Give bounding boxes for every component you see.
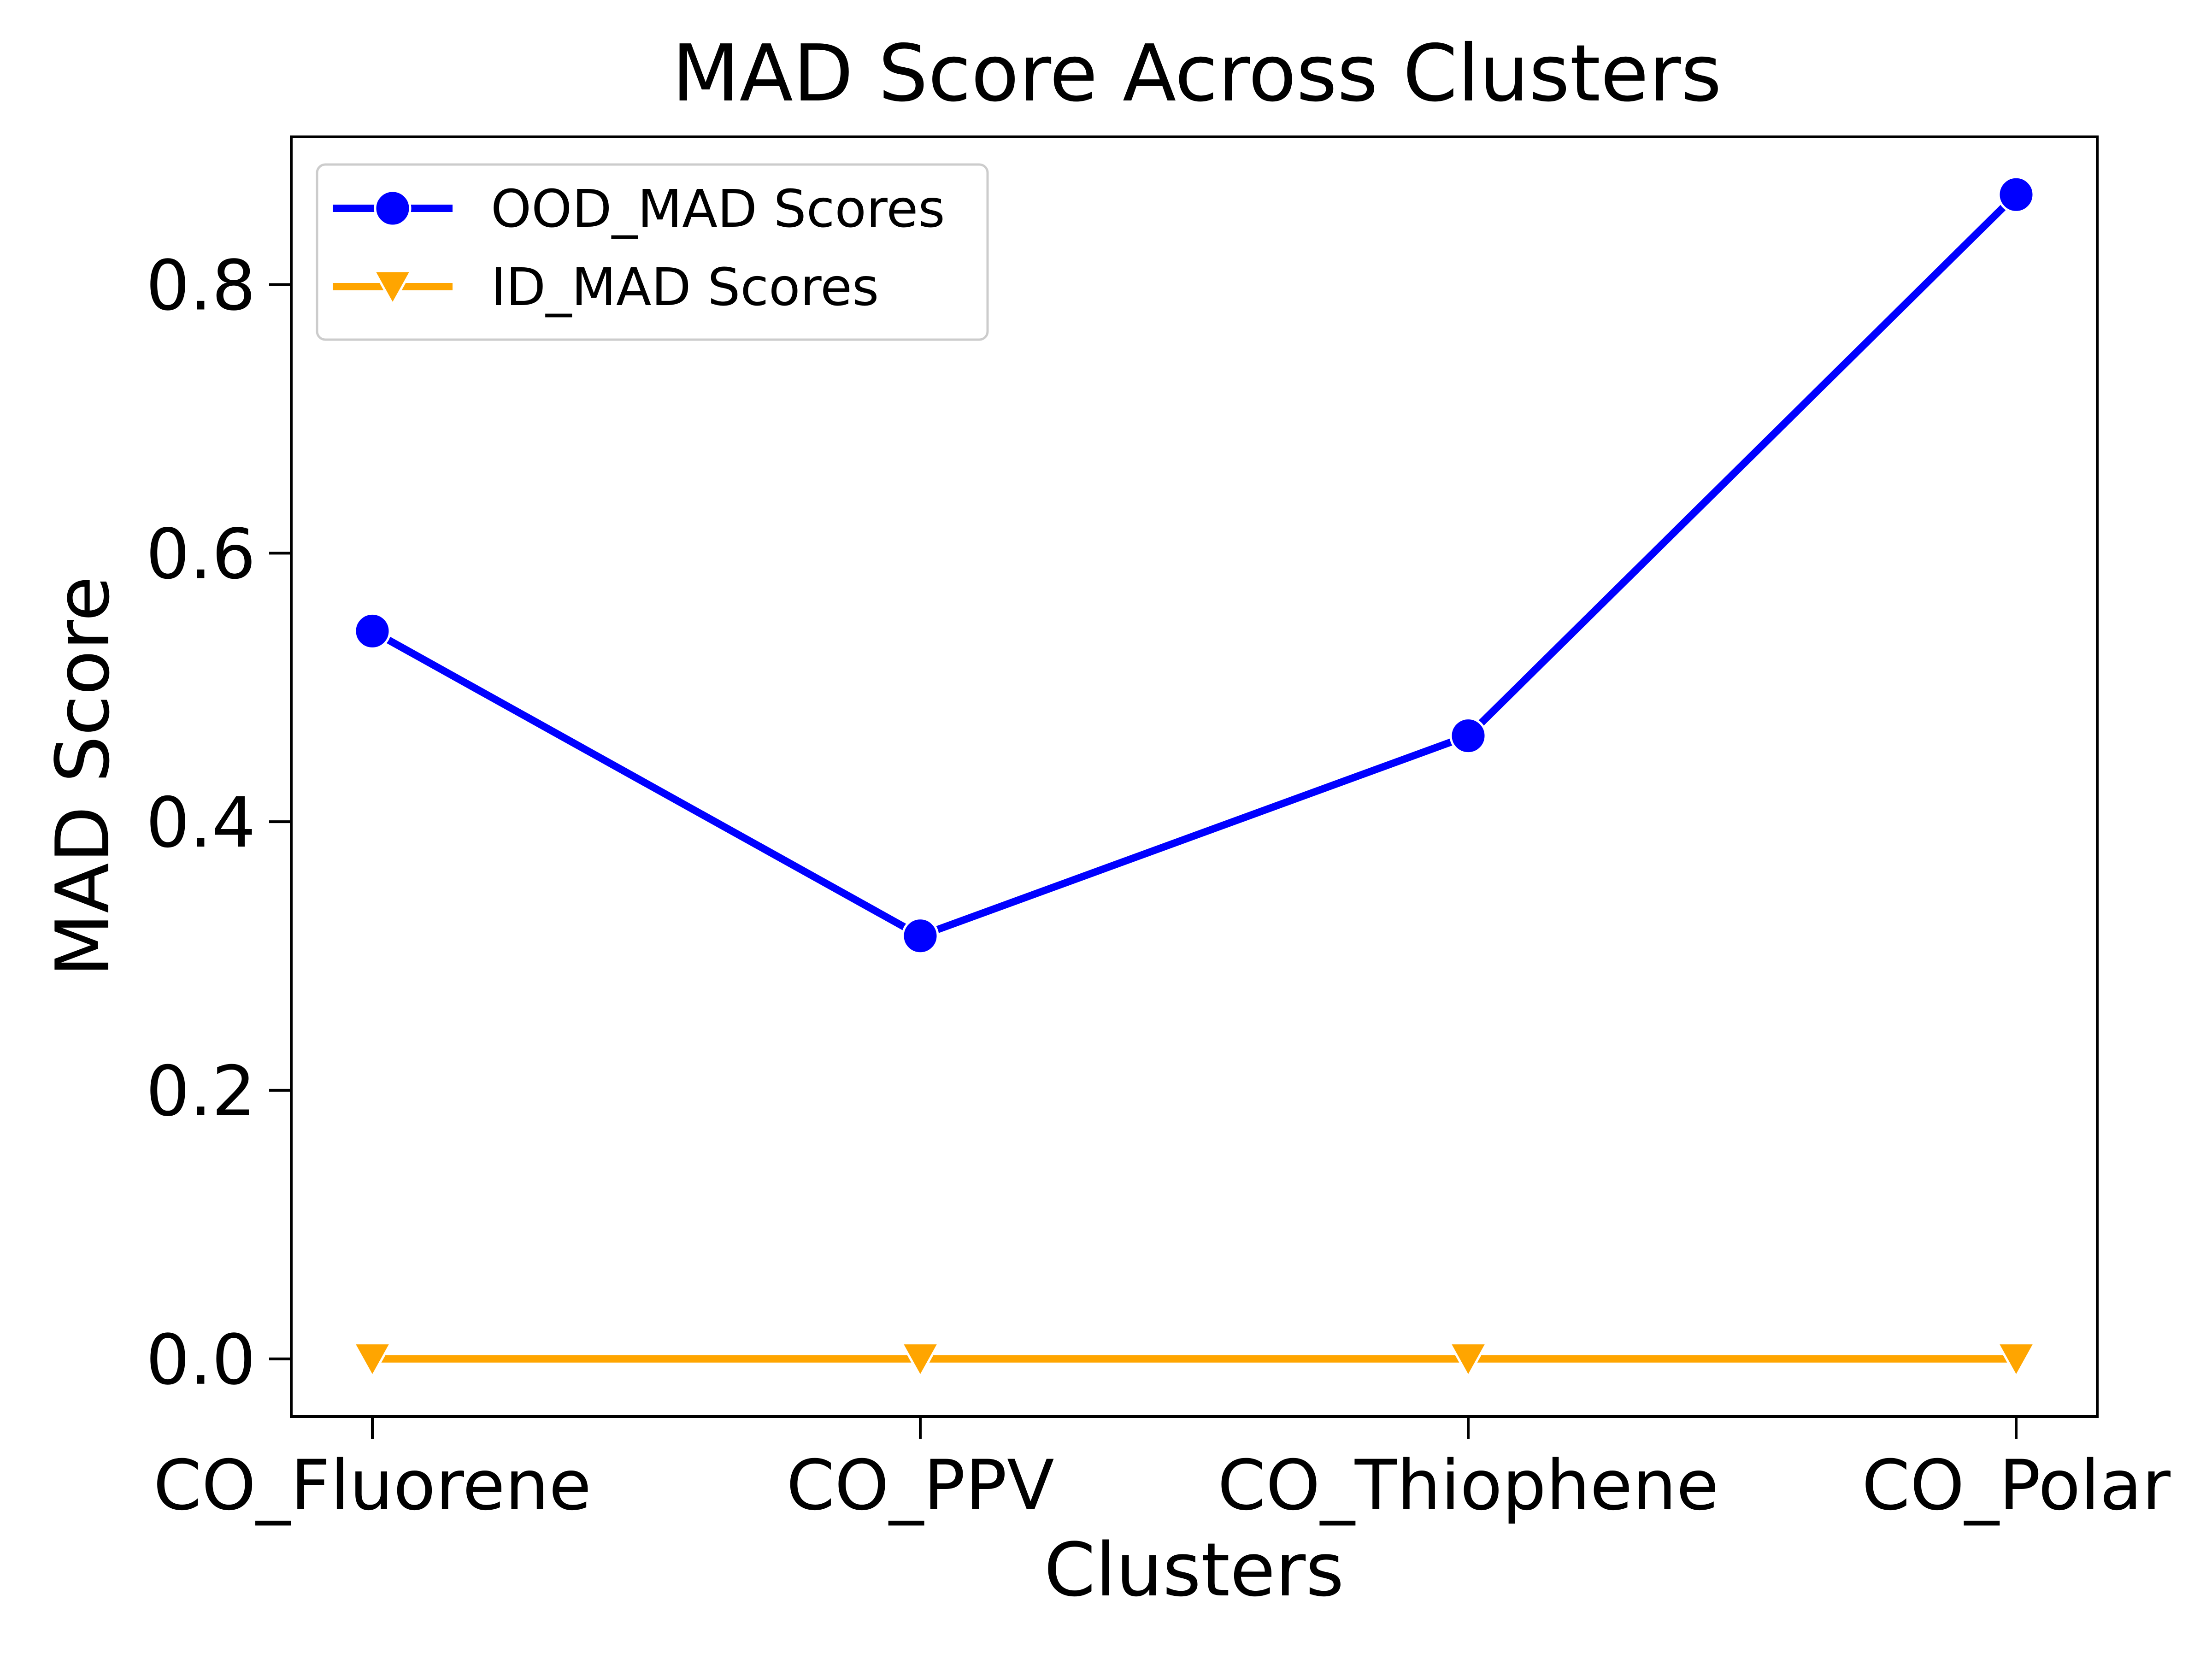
y-axis: 0.0 0.2 0.4 0.6 0.8 [146, 246, 291, 1400]
y-tick-label: 0.8 [146, 246, 256, 326]
x-tick-label: CO_Polar [1862, 1446, 2171, 1526]
legend: OOD_MAD Scores ID_MAD Scores [316, 163, 989, 341]
legend-label: ID_MAD Scores [491, 258, 879, 318]
x-tick-label: CO_PPV [786, 1446, 1054, 1526]
x-axis: CO_Fluorene CO_PPV CO_Thiophene CO_Polar [153, 1417, 2171, 1526]
series-layer [352, 176, 2037, 1379]
x-tick-label: CO_Fluorene [153, 1446, 592, 1526]
legend-frame [316, 163, 989, 341]
y-tick-label: 0.6 [146, 514, 256, 594]
x-tick-label: CO_Thiophene [1218, 1446, 1719, 1526]
data-point [352, 1342, 393, 1379]
series-line-0 [371, 192, 2019, 940]
plot-frame [290, 135, 2099, 1418]
legend-label: OOD_MAD Scores [491, 179, 945, 239]
chart-title: MAD Score Across Clusters [672, 28, 1722, 119]
y-tick-label: 0.4 [146, 783, 256, 863]
y-tick-label: 0.0 [146, 1320, 256, 1400]
data-point [901, 917, 939, 955]
data-point [353, 612, 391, 650]
data-point [1447, 1342, 1489, 1379]
y-axis-label: MAD Score [40, 576, 126, 977]
data-point [900, 1342, 941, 1379]
data-point [1995, 1342, 2037, 1379]
data-point [1449, 717, 1487, 755]
x-axis-label: Clusters [1044, 1527, 1344, 1613]
legend-marker [372, 270, 413, 307]
data-point [1997, 176, 2035, 213]
y-tick-label: 0.2 [146, 1052, 256, 1132]
legend-marker [374, 189, 412, 227]
